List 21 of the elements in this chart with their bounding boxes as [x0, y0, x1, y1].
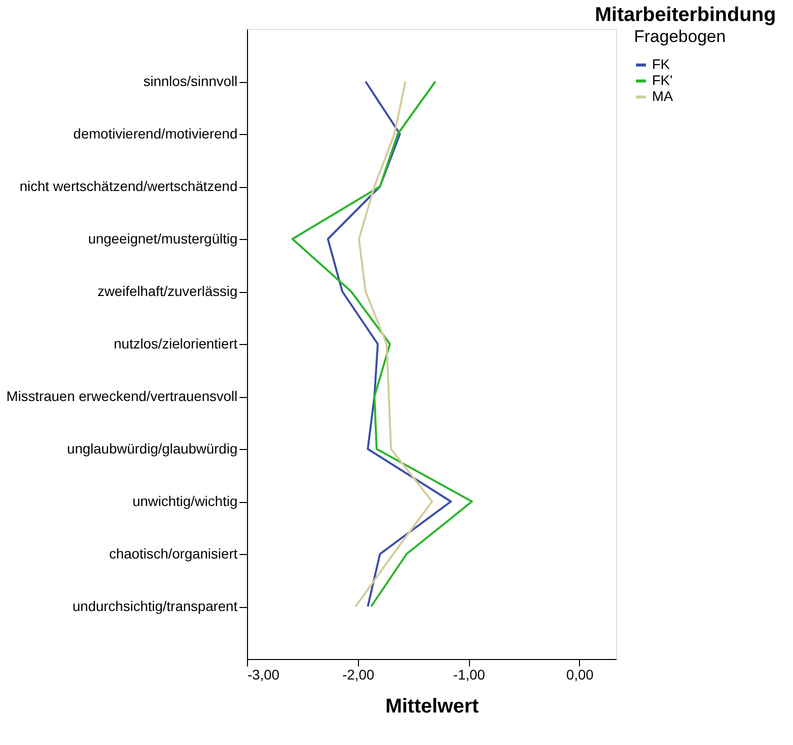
y-tick-label: demotivierend/motivierend [73, 126, 238, 142]
y-tick-label: unglaubwürdig/glaubwürdig [67, 440, 238, 456]
y-tick-label: undurchsichtig/transparent [72, 598, 238, 614]
y-tick-label: Misstrauen erweckend/vertrauensvoll [6, 388, 238, 404]
y-tick-label: chaotisch/organisiert [109, 546, 238, 562]
y-tick-label: zweifelhaft/zuverlässig [97, 283, 238, 299]
y-tick-label: unwichtig/wichtig [132, 493, 238, 509]
y-tick-label: ungeeignet/mustergültig [88, 230, 238, 246]
y-tick-label: nicht wertschätzend/wertschätzend [20, 178, 238, 194]
x-tick-label: 0,00 [566, 666, 594, 682]
legend-label: MA [652, 88, 674, 104]
x-tick-label: -2,00 [342, 666, 374, 682]
x-axis-title: Mittelwert [385, 696, 480, 718]
text: Mitarbeiterbindung [594, 4, 776, 26]
y-tick-label: nutzlos/zielorientiert [114, 336, 238, 352]
x-tick-label: -3,00 [248, 666, 280, 682]
x-tick-label: -1,00 [453, 666, 486, 682]
legend-label: FK [652, 56, 671, 72]
y-tick-label: sinnlos/sinnvoll [143, 73, 238, 89]
legend-title: Fragebogen [634, 27, 726, 46]
legend-label: FK' [652, 72, 673, 88]
